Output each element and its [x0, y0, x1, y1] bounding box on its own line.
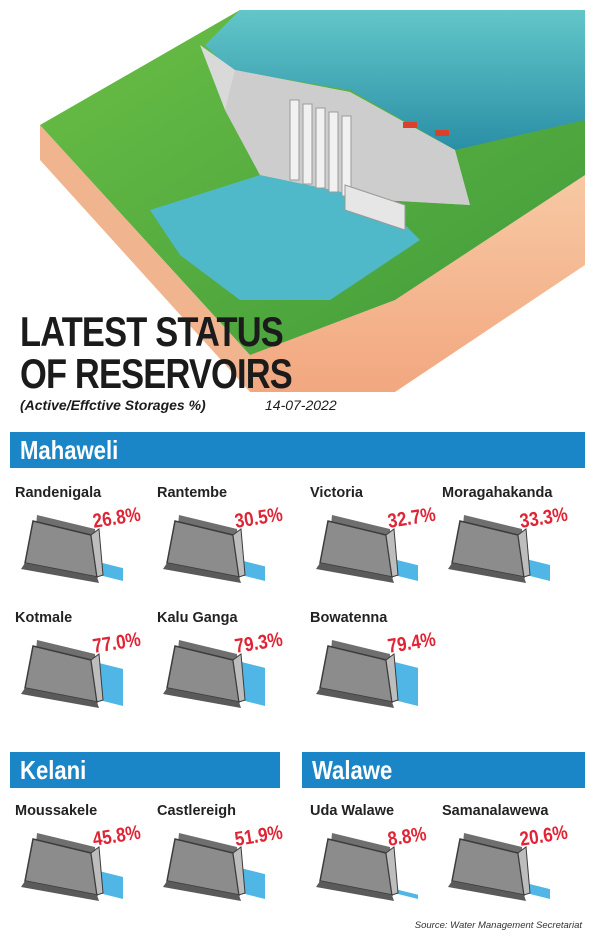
- reservoir-tile: Uda Walawe 8.8%: [310, 803, 450, 903]
- reservoir-tile: Rantembe 30.5%: [157, 485, 297, 585]
- dam-glyph: [163, 515, 265, 583]
- reservoir-name: Uda Walawe: [310, 803, 395, 819]
- dam-glyph: [163, 640, 265, 708]
- reservoir-name: Moussakele: [15, 803, 98, 819]
- dam-glyph: [316, 515, 418, 583]
- dam-glyph: [163, 833, 265, 901]
- date-label: 14-07-2022: [265, 397, 337, 413]
- water-level-bar: [526, 559, 550, 581]
- reservoir-tile: Kotmale 77.0%: [15, 610, 155, 710]
- reservoir-tile: Victoria 32.7%: [310, 485, 450, 585]
- dam-glyph: [448, 833, 550, 901]
- water-level-bar: [394, 559, 418, 581]
- reservoir-name: Moragahakanda: [442, 485, 553, 501]
- water-level-bar: [99, 871, 123, 899]
- group-label-walawe: Walawe: [312, 755, 393, 785]
- water-level-bar: [241, 560, 265, 581]
- water-level-bar: [241, 661, 265, 706]
- reservoir-name: Kotmale: [15, 610, 73, 626]
- reservoir-tile: Moragahakanda 33.3%: [442, 485, 582, 585]
- reservoir-tile: Castlereigh 51.9%: [157, 803, 297, 903]
- reservoir-name: Randenigala: [15, 485, 102, 501]
- water-level-bar: [241, 868, 265, 899]
- reservoir-name: Rantembe: [157, 485, 228, 501]
- water-level-bar: [99, 663, 123, 706]
- reservoir-tile: Randenigala 26.8%: [15, 485, 155, 585]
- page-title-line-1: LATEST STATUS: [20, 308, 284, 355]
- group-label-kelani: Kelani: [20, 755, 87, 785]
- water-level-bar: [99, 562, 123, 581]
- reservoir-name: Bowatenna: [310, 610, 388, 626]
- group-banner-walawe: Walawe: [302, 752, 585, 788]
- dam-glyph: [21, 640, 123, 708]
- dam-glyph: [316, 833, 418, 901]
- reservoir-name: Kalu Ganga: [157, 610, 238, 626]
- dam-glyph: [21, 515, 123, 583]
- water-level-bar: [526, 883, 550, 899]
- dam-glyph: [316, 640, 418, 708]
- page-title-line-2: OF RESERVOIRS: [20, 350, 293, 397]
- reservoir-tile: Kalu Ganga 79.3%: [157, 610, 297, 710]
- reservoir-tile: Bowatenna 79.4%: [310, 610, 450, 710]
- source-note: Source: Water Management Secretariat: [414, 920, 582, 931]
- dam-glyph: [448, 515, 550, 583]
- group-banner-kelani: Kelani: [10, 752, 280, 788]
- dam-glyph: [21, 833, 123, 901]
- reservoir-name: Victoria: [310, 485, 363, 501]
- group-banner-mahaweli: Mahaweli: [10, 432, 585, 468]
- group-label-mahaweli: Mahaweli: [20, 435, 119, 465]
- reservoir-tile: Samanalawewa 20.6%: [442, 803, 582, 903]
- subtitle: (Active/Effctive Storages %): [20, 397, 206, 413]
- reservoir-name: Samanalawewa: [442, 803, 549, 819]
- dam-illustration: [40, 10, 585, 392]
- water-level-bar: [394, 661, 418, 706]
- reservoir-name: Castlereigh: [157, 803, 236, 819]
- reservoir-tile: Moussakele 45.8%: [15, 803, 155, 903]
- water-level-bar: [394, 888, 418, 899]
